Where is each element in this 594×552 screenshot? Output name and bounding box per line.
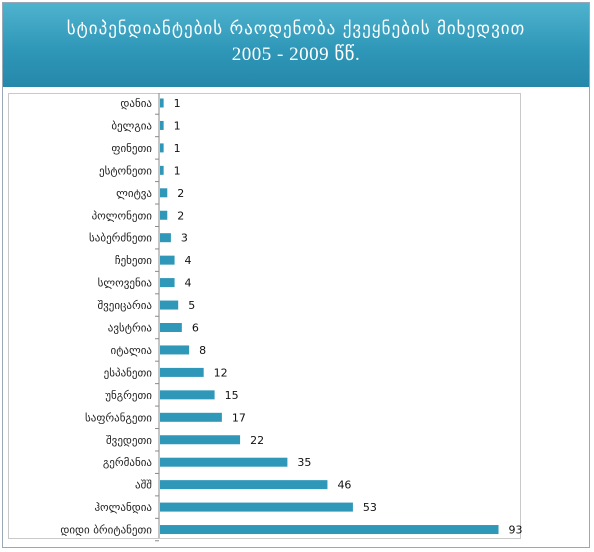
bar	[160, 143, 164, 153]
category-label: დანია	[120, 97, 152, 110]
category-label: ჩეხეთი	[115, 254, 152, 267]
data-label: 22	[250, 434, 264, 447]
data-label: 2	[177, 209, 184, 222]
data-label: 8	[199, 344, 206, 357]
data-label: 93	[509, 524, 523, 537]
category-label: ჰოლანდია	[94, 501, 152, 514]
bar	[160, 367, 204, 377]
data-label: 15	[225, 389, 239, 402]
category-label: ესპანეთი	[104, 366, 153, 379]
bar	[160, 435, 241, 445]
category-label: საფრანგეთი	[85, 411, 152, 424]
bar	[160, 412, 222, 422]
data-label: 5	[188, 299, 195, 312]
category-label: ბელგია	[111, 119, 152, 132]
chart-frame: სტიპენდიანტების რაოდენობა ქვეყნების მიხე…	[2, 2, 590, 548]
bar	[160, 502, 353, 512]
category-label: უნგრეთი	[105, 389, 152, 402]
bar	[160, 345, 190, 355]
category-label: შვეიცარია	[97, 299, 152, 312]
category-label: ავსტრია	[108, 322, 153, 335]
data-label: 17	[232, 411, 246, 424]
bar	[160, 233, 171, 243]
data-label: 46	[337, 479, 351, 492]
data-label: 1	[174, 142, 181, 155]
category-label: დიდი ბრიტანეთი	[60, 524, 152, 537]
chart-title: სტიპენდიანტების რაოდენობა ქვეყნების მიხე…	[66, 19, 526, 39]
category-label: პოლონეთი	[92, 209, 153, 222]
data-label: 4	[185, 254, 192, 267]
bar	[160, 98, 164, 108]
category-label: ესტონეთი	[99, 164, 152, 177]
bar	[160, 457, 288, 467]
data-label: 53	[363, 501, 377, 514]
data-label: 1	[174, 119, 181, 132]
category-label: გერმანია	[103, 456, 153, 469]
data-label: 12	[214, 366, 228, 379]
category-label: სლოვენია	[98, 277, 153, 290]
bar	[160, 165, 164, 175]
bar-chart: დანია 1 ბელგია 1 ფინეთი 1 ესტონეთი 1 ლიტვა 2 პოლონ…	[60, 93, 523, 542]
category-label: საბერძნეთი	[89, 232, 152, 245]
data-label: 1	[174, 164, 181, 177]
data-label: 3	[181, 232, 188, 245]
bar	[160, 300, 179, 310]
chart-header: სტიპენდიანტების რაოდენობა ქვეყნების მიხე…	[3, 3, 589, 87]
category-label: აშშ	[135, 479, 152, 492]
category-label: ფინეთი	[111, 142, 152, 155]
category-label: ლიტვა	[116, 187, 152, 200]
bar	[160, 120, 164, 130]
bar	[160, 525, 499, 535]
data-label: 35	[297, 456, 311, 469]
bar	[160, 188, 168, 198]
bar	[160, 480, 328, 490]
chart-subtitle: 2005 - 2009 წწ.	[231, 44, 361, 65]
data-label: 4	[185, 277, 192, 290]
data-label: 2	[177, 187, 184, 200]
bar	[160, 255, 175, 265]
category-label: იტალია	[111, 344, 153, 357]
data-label: 6	[192, 322, 199, 335]
category-label: შვედეთი	[106, 434, 152, 447]
data-label: 1	[174, 97, 181, 110]
bar	[160, 390, 215, 400]
bar	[160, 278, 175, 288]
bar	[160, 210, 168, 220]
bar	[160, 323, 182, 332]
